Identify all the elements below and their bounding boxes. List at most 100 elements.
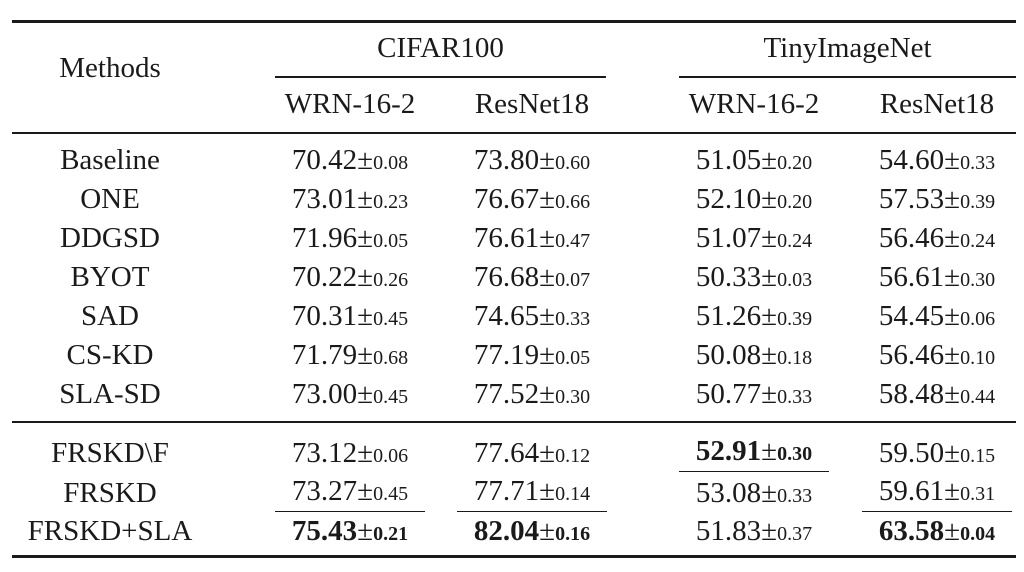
std-value: 0.30 bbox=[777, 443, 813, 465]
std-value: 0.33 bbox=[777, 485, 813, 507]
method-label: ONE bbox=[80, 183, 140, 215]
mean-value: 70.42 bbox=[291, 144, 358, 176]
result-cell: 50.33±0.03 bbox=[679, 259, 829, 298]
mean-value: 51.83 bbox=[695, 515, 762, 547]
top-rule bbox=[12, 20, 1016, 23]
mean-value: 56.61 bbox=[878, 261, 945, 293]
mean-value: 73.00 bbox=[291, 378, 358, 410]
std-value: 0.14 bbox=[555, 483, 591, 505]
result-cell: 59.50±0.15 bbox=[862, 435, 1012, 474]
result-cell: 73.00±0.45 bbox=[275, 376, 425, 415]
result-cell: 51.83±0.37 bbox=[679, 513, 829, 552]
std-value: 0.45 bbox=[373, 483, 409, 505]
mean-value: 58.48 bbox=[878, 378, 945, 410]
result-cell: 71.96±0.05 bbox=[275, 220, 425, 259]
mean-value: 63.58 bbox=[878, 515, 945, 547]
mean-value: 57.53 bbox=[878, 183, 945, 215]
plus-minus-sign: ± bbox=[761, 222, 778, 254]
std-value: 0.23 bbox=[373, 191, 409, 213]
plus-minus-sign: ± bbox=[357, 475, 374, 507]
result-cell: 63.58±0.04 bbox=[862, 513, 1012, 552]
plus-minus-sign: ± bbox=[357, 144, 374, 176]
plus-minus-sign: ± bbox=[539, 222, 556, 254]
plus-minus-sign: ± bbox=[944, 515, 961, 547]
std-value: 0.44 bbox=[960, 386, 996, 408]
result-cell: 82.04±0.16 bbox=[457, 513, 607, 552]
plus-minus-sign: ± bbox=[539, 300, 556, 332]
mean-value: 50.08 bbox=[695, 339, 762, 371]
mean-value: 74.65 bbox=[473, 300, 540, 332]
result-cell: 57.53±0.39 bbox=[862, 181, 1012, 220]
std-value: 0.47 bbox=[555, 230, 591, 252]
mean-value: 73.80 bbox=[473, 144, 540, 176]
plus-minus-sign: ± bbox=[944, 183, 961, 215]
method-label: FRSKD+SLA bbox=[27, 515, 193, 547]
method-label: Baseline bbox=[60, 144, 160, 176]
methods-header: Methods bbox=[59, 52, 161, 84]
mean-value: 77.52 bbox=[473, 378, 540, 410]
plus-minus-sign: ± bbox=[761, 183, 778, 215]
mean-value: 73.12 bbox=[291, 437, 358, 469]
result-cell: 75.43±0.21 bbox=[275, 513, 425, 552]
plus-minus-sign: ± bbox=[357, 183, 374, 215]
mean-value: 50.77 bbox=[695, 378, 762, 410]
std-value: 0.60 bbox=[555, 152, 591, 174]
std-value: 0.33 bbox=[960, 152, 996, 174]
result-cell: 54.45±0.06 bbox=[862, 298, 1012, 337]
result-cell: 76.67±0.66 bbox=[457, 181, 607, 220]
mean-value: 71.79 bbox=[291, 339, 358, 371]
plus-minus-sign: ± bbox=[944, 339, 961, 371]
mean-value: 56.46 bbox=[878, 222, 945, 254]
result-cell: 77.71±0.14 bbox=[457, 475, 607, 512]
result-cell: 71.79±0.68 bbox=[275, 337, 425, 376]
mean-value: 71.96 bbox=[291, 222, 358, 254]
std-value: 0.30 bbox=[960, 269, 996, 291]
method-label: SLA-SD bbox=[59, 378, 161, 410]
std-value: 0.24 bbox=[960, 230, 996, 252]
std-value: 0.45 bbox=[373, 308, 409, 330]
plus-minus-sign: ± bbox=[761, 378, 778, 410]
result-cell: 73.12±0.06 bbox=[275, 435, 425, 474]
std-value: 0.05 bbox=[373, 230, 409, 252]
result-cell: 56.46±0.10 bbox=[862, 337, 1012, 376]
std-value: 0.10 bbox=[960, 347, 996, 369]
result-cell: 73.27±0.45 bbox=[275, 475, 425, 512]
std-value: 0.07 bbox=[555, 269, 591, 291]
bottom-rule bbox=[12, 555, 1016, 558]
plus-minus-sign: ± bbox=[357, 222, 374, 254]
result-cell: 52.91±0.30 bbox=[679, 435, 829, 472]
std-value: 0.33 bbox=[777, 386, 813, 408]
plus-minus-sign: ± bbox=[539, 183, 556, 215]
result-cell: 73.01±0.23 bbox=[275, 181, 425, 220]
result-cell: 51.05±0.20 bbox=[679, 142, 829, 181]
mean-value: 76.61 bbox=[473, 222, 540, 254]
plus-minus-sign: ± bbox=[944, 144, 961, 176]
std-value: 0.06 bbox=[373, 445, 409, 467]
plus-minus-sign: ± bbox=[539, 261, 556, 293]
std-value: 0.03 bbox=[777, 269, 813, 291]
plus-minus-sign: ± bbox=[539, 475, 556, 507]
mean-value: 53.08 bbox=[695, 477, 762, 509]
std-value: 0.21 bbox=[373, 523, 409, 545]
std-value: 0.15 bbox=[960, 445, 996, 467]
mean-value: 52.10 bbox=[695, 183, 762, 215]
mean-value: 75.43 bbox=[291, 515, 358, 547]
std-value: 0.18 bbox=[777, 347, 813, 369]
mean-value: 51.07 bbox=[695, 222, 762, 254]
plus-minus-sign: ± bbox=[539, 378, 556, 410]
result-cell: 70.42±0.08 bbox=[275, 142, 425, 181]
std-value: 0.45 bbox=[373, 386, 409, 408]
mean-value: 54.45 bbox=[878, 300, 945, 332]
mean-value: 70.31 bbox=[291, 300, 358, 332]
method-label: SAD bbox=[80, 300, 139, 332]
plus-minus-sign: ± bbox=[357, 261, 374, 293]
plus-minus-sign: ± bbox=[539, 339, 556, 371]
plus-minus-sign: ± bbox=[357, 300, 374, 332]
plus-minus-sign: ± bbox=[761, 435, 778, 467]
plus-minus-sign: ± bbox=[944, 475, 961, 507]
mean-value: 77.64 bbox=[473, 437, 540, 469]
plus-minus-sign: ± bbox=[944, 378, 961, 410]
mean-value: 51.26 bbox=[695, 300, 762, 332]
cifar-group-rule bbox=[275, 76, 606, 78]
section-rule bbox=[12, 421, 1016, 423]
